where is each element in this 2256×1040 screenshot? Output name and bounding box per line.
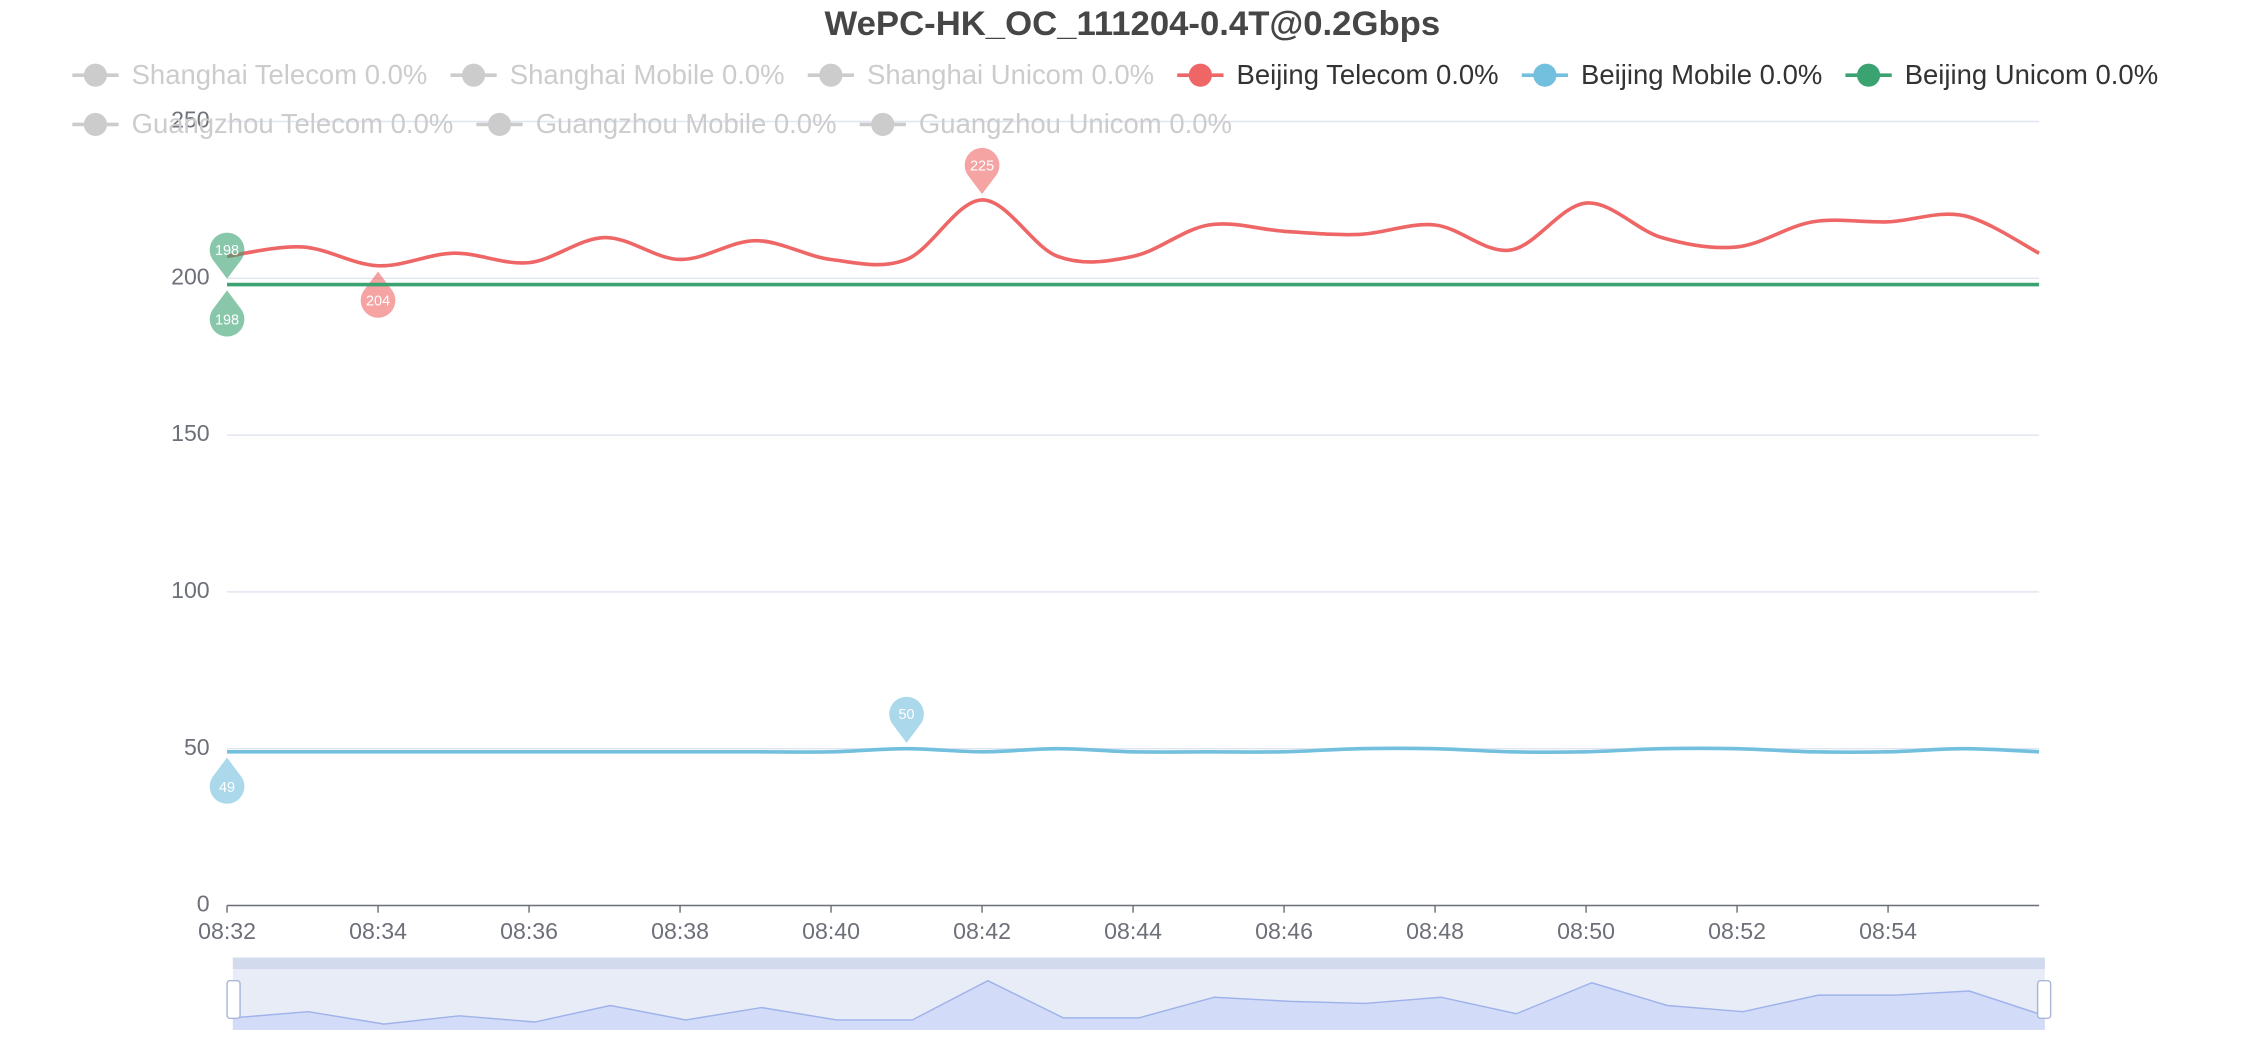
data-zoom[interactable]	[226, 957, 2052, 1030]
zoom-handle-left[interactable]	[226, 979, 241, 1020]
legend-item[interactable]: Beijing Telecom 0.0%	[1177, 59, 1499, 90]
series-line	[226, 198, 2040, 268]
x-tick-label: 08:36	[500, 918, 558, 944]
legend-label: Shanghai Mobile 0.0%	[510, 59, 785, 90]
legend-dot	[83, 63, 108, 87]
x-tick-label: 08:38	[651, 918, 709, 944]
legend-dot	[819, 63, 843, 87]
legend-label: Shanghai Telecom 0.0%	[132, 59, 428, 90]
y-tick-label: 100	[171, 577, 210, 603]
legend-item[interactable]: Shanghai Unicom 0.0%	[807, 59, 1154, 90]
legend-item[interactable]: Beijing Unicom 0.0%	[1845, 59, 2158, 90]
x-tick-label: 08:48	[1406, 918, 1464, 944]
legend-label: Guangzhou Mobile 0.0%	[536, 108, 837, 139]
legend-item[interactable]: Guangzhou Telecom 0.0%	[72, 108, 453, 139]
legend-label: Beijing Telecom 0.0%	[1237, 59, 1499, 90]
legend-item[interactable]: Shanghai Telecom 0.0%	[72, 59, 427, 90]
mark-pin[interactable]	[209, 232, 245, 279]
mark-pin[interactable]	[964, 147, 1000, 195]
x-tick-label: 08:46	[1255, 918, 1313, 944]
legend-dot	[487, 112, 512, 136]
legend-item[interactable]: Beijing Mobile 0.0%	[1521, 59, 1823, 90]
legend-label: Beijing Mobile 0.0%	[1581, 59, 1822, 90]
legend-dot	[462, 63, 486, 87]
legend-dot	[1856, 63, 1881, 87]
legend-dot	[1188, 63, 1212, 87]
mark-pin[interactable]	[360, 271, 396, 318]
x-tick-label: 08:54	[1859, 918, 1917, 944]
chart-title: WePC-HK_OC_111204-0.4T@0.2Gbps	[825, 5, 1441, 43]
y-tick-label: 250	[171, 107, 210, 133]
y-tick-label: 150	[171, 420, 210, 446]
x-tick-label: 08:32	[198, 918, 256, 944]
legend-label: Guangzhou Unicom 0.0%	[919, 108, 1232, 139]
x-tick-label: 08:44	[1104, 918, 1162, 944]
mark-pin-label: 198	[215, 313, 239, 329]
legend-dot	[871, 112, 895, 136]
mark-pin-label: 49	[219, 780, 235, 796]
legend-dot	[1533, 63, 1557, 87]
mark-pin[interactable]	[209, 290, 245, 337]
x-tick-label: 08:40	[802, 918, 860, 944]
legend-item[interactable]: Shanghai Mobile 0.0%	[450, 59, 785, 90]
y-tick-label: 50	[184, 734, 210, 760]
legend: Shanghai Telecom 0.0% Shanghai Mobile 0.0…	[72, 59, 2158, 139]
mark-pin-label: 225	[970, 158, 994, 174]
x-tick-label: 08:42	[953, 918, 1011, 944]
zoom-bar[interactable]	[232, 957, 2045, 970]
legend-dot	[83, 112, 108, 136]
x-tick-label: 08:52	[1708, 918, 1766, 944]
legend-item[interactable]: Guangzhou Unicom 0.0%	[859, 108, 1232, 139]
mark-pin-label: 198	[215, 243, 239, 259]
mark-pin[interactable]	[209, 757, 245, 804]
legend-label: Shanghai Unicom 0.0%	[867, 59, 1154, 90]
x-tick-label: 08:34	[349, 918, 407, 944]
y-tick-label: 200	[171, 263, 210, 289]
mark-pin-label: 50	[899, 707, 915, 723]
x-tick-label: 08:50	[1557, 918, 1615, 944]
mark-pin[interactable]	[889, 696, 924, 743]
series-line	[227, 746, 2040, 755]
legend-label: Beijing Unicom 0.0%	[1905, 59, 2158, 90]
zoom-handle-right[interactable]	[2036, 979, 2052, 1020]
legend-label: Guangzhou Telecom 0.0%	[132, 108, 454, 139]
legend-item[interactable]: Guangzhou Mobile 0.0%	[476, 108, 837, 139]
zoom-shadow-area	[232, 980, 2045, 1030]
mark-pin-label: 204	[366, 294, 390, 310]
y-tick-label: 0	[197, 891, 210, 917]
zoom-shadow-line	[232, 979, 2046, 1025]
